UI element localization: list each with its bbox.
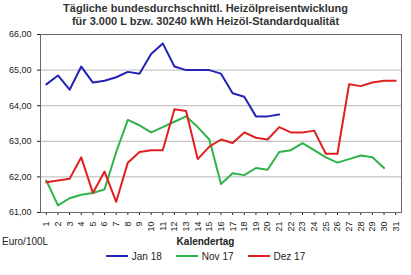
svg-text:10: 10 <box>146 222 156 232</box>
svg-text:64,00: 64,00 <box>9 101 32 111</box>
svg-text:65,00: 65,00 <box>9 65 32 75</box>
svg-text:30: 30 <box>379 222 389 232</box>
html-text:Nov 17: Nov 17 <box>201 250 234 262</box>
svg-text:13: 13 <box>181 222 191 232</box>
svg-text:15: 15 <box>204 222 214 232</box>
html-text:Dez 17: Dez 17 <box>273 250 306 262</box>
svg-text:7: 7 <box>111 222 121 227</box>
svg-text:31: 31 <box>391 222 401 232</box>
svg-text:17: 17 <box>228 222 238 232</box>
svg-text:28: 28 <box>356 222 366 232</box>
svg-text:9: 9 <box>134 222 144 227</box>
svg-text:24: 24 <box>309 222 319 232</box>
svg-text:66,00: 66,00 <box>9 29 32 39</box>
svg-text:4: 4 <box>76 222 86 227</box>
svg-text:8: 8 <box>123 222 133 227</box>
svg-text:1: 1 <box>41 222 51 227</box>
svg-text:29: 29 <box>367 222 377 232</box>
svg-text:18: 18 <box>239 222 249 232</box>
svg-text:62,00: 62,00 <box>9 172 32 182</box>
html-text:Jan 18: Jan 18 <box>131 250 162 262</box>
svg-text:25: 25 <box>321 222 331 232</box>
html-text:für 3.000 L bzw. 30240 kWh Hei: für 3.000 L bzw. 30240 kWh Heizöl-Standa… <box>71 15 340 27</box>
svg-text:19: 19 <box>251 222 261 232</box>
svg-text:22: 22 <box>286 222 296 232</box>
html-text:Euro/100L: Euro/100L <box>2 236 49 247</box>
svg-text:6: 6 <box>99 222 109 227</box>
html-text:Tägliche bundesdurchschnittl.: Tägliche bundesdurchschnittl. Heizölprei… <box>63 2 348 14</box>
svg-text:26: 26 <box>332 222 342 232</box>
svg-text:14: 14 <box>193 222 203 232</box>
svg-text:23: 23 <box>297 222 307 232</box>
svg-text:3: 3 <box>64 222 74 227</box>
svg-text:12: 12 <box>169 222 179 232</box>
svg-text:2: 2 <box>53 222 63 227</box>
svg-text:27: 27 <box>344 222 354 232</box>
svg-text:63,00: 63,00 <box>9 136 32 146</box>
svg-text:20: 20 <box>262 222 272 232</box>
svg-text:11: 11 <box>158 222 168 231</box>
svg-text:5: 5 <box>88 222 98 227</box>
html-text:Kalendertag: Kalendertag <box>176 236 235 247</box>
svg-text:16: 16 <box>216 222 226 232</box>
svg-text:61,00: 61,00 <box>9 207 32 217</box>
svg-text:21: 21 <box>274 222 284 232</box>
